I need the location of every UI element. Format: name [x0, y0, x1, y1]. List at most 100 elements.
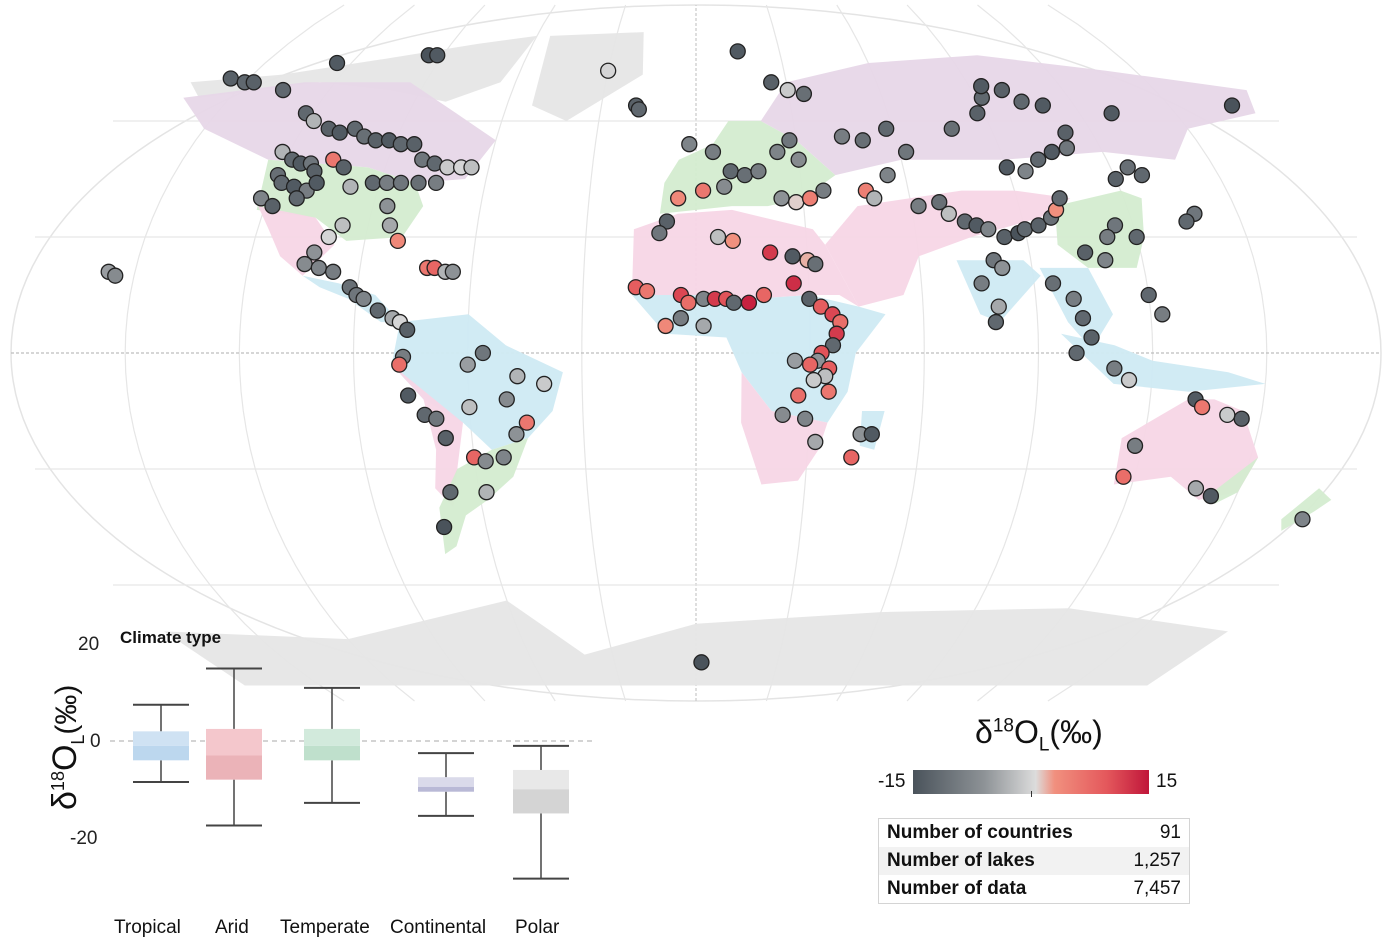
climate-region-arid: [741, 372, 828, 485]
lake-point: [379, 197, 396, 215]
lake-point: [252, 190, 270, 207]
lake-point: [1016, 221, 1033, 238]
ylabel-delta: δ: [46, 791, 84, 810]
climate-region-tropical: [956, 260, 1041, 323]
box-upper-half: [513, 769, 569, 790]
category-label-continental: Continental: [390, 917, 487, 938]
lake-point: [1074, 310, 1092, 327]
lake-point: [1233, 410, 1250, 427]
y-tick-0: 0: [90, 731, 101, 752]
lake-point: [1133, 166, 1151, 184]
lake-point: [993, 81, 1011, 99]
lake-point: [910, 197, 927, 215]
lake-point: [288, 190, 305, 207]
lake-point: [444, 263, 461, 280]
colorbar-title-sup: 18: [992, 715, 1014, 737]
lake-point: [1128, 228, 1145, 246]
lake-point: [1202, 487, 1220, 505]
lake-point: [1030, 217, 1047, 234]
lake-point: [773, 190, 790, 207]
lake-point: [943, 120, 960, 137]
lake-point: [1057, 124, 1074, 141]
box-upper-half: [206, 728, 262, 756]
lake-point: [1140, 286, 1157, 304]
lake-point: [833, 128, 851, 145]
stats-value: 7,457: [1133, 878, 1181, 899]
lake-point: [931, 194, 948, 211]
lake-point: [940, 205, 957, 222]
lake-point: [998, 159, 1015, 176]
box-arid: [206, 667, 262, 827]
boxplot-title: Climate type: [120, 628, 222, 647]
lake-point: [657, 317, 674, 335]
summary-stats-table: Number of countries 91 Number of lakes 1…: [878, 818, 1190, 904]
lake-point: [863, 426, 880, 443]
lake-point: [630, 101, 647, 118]
climate-region-tropical: [1061, 333, 1266, 392]
lake-point: [1097, 252, 1114, 269]
lake-point: [1099, 228, 1116, 246]
svg-text:δ18OL(‰): δ18OL(‰): [46, 685, 88, 810]
ylabel-unit: (‰): [50, 685, 83, 735]
colorbar-title-sub: L: [1038, 734, 1050, 756]
lake-point: [1294, 511, 1311, 528]
lake-point: [335, 159, 352, 176]
lake-point: [725, 294, 742, 311]
lake-point: [693, 654, 710, 671]
lake-point: [518, 414, 536, 431]
lake-point: [334, 217, 351, 234]
lake-point: [107, 267, 124, 284]
lake-point: [878, 120, 895, 137]
box-lower-half: [513, 789, 569, 814]
lake-point: [969, 105, 986, 122]
lake-point: [750, 163, 767, 180]
y-tick-neg20: -20: [70, 828, 98, 849]
lake-point: [369, 302, 386, 319]
lake-point: [435, 518, 453, 536]
lake-point: [854, 132, 871, 149]
lake-point: [391, 356, 408, 373]
lake-point: [781, 132, 798, 149]
lake-point: [670, 190, 687, 207]
lake-point: [866, 190, 883, 207]
colorbar-title-delta: δ: [975, 714, 993, 750]
lake-point: [331, 124, 348, 141]
lake-point: [378, 174, 396, 192]
lake-point: [264, 197, 281, 215]
stats-label: Number of countries: [887, 822, 1073, 843]
climate-region-tropical: [391, 314, 563, 450]
lake-point: [1034, 97, 1051, 114]
climate-region-arid: [631, 209, 859, 307]
lake-point: [498, 391, 515, 408]
box-continental: [418, 752, 474, 817]
box-lower-half: [206, 755, 262, 780]
lake-point: [740, 294, 758, 311]
stats-row-countries: Number of countries 91: [879, 819, 1190, 848]
lake-point: [801, 356, 819, 373]
lake-point: [1058, 139, 1076, 157]
stats-row-lakes: Number of lakes 1,257: [878, 847, 1190, 875]
lake-point: [1068, 344, 1085, 362]
stats-value: 91: [1159, 822, 1181, 843]
lake-point: [536, 375, 553, 393]
lake-point: [222, 70, 239, 87]
lake-point: [820, 383, 837, 400]
lake-point: [1076, 244, 1094, 261]
lake-point: [310, 259, 327, 277]
lake-point: [843, 449, 860, 466]
lake-points: [100, 43, 1311, 671]
stats-label: Number of lakes: [887, 850, 1035, 871]
climate-region-temperate: [1281, 488, 1332, 531]
stats-label: Number of data: [887, 878, 1027, 899]
lake-point: [801, 190, 819, 207]
lake-point: [274, 81, 292, 99]
climate-region-temperate: [1212, 457, 1259, 504]
lake-point: [399, 321, 416, 338]
climate-region-arid: [825, 190, 1071, 307]
box-upper-half: [418, 777, 474, 787]
lake-point: [996, 228, 1013, 246]
lake-point: [694, 182, 712, 199]
lake-point: [785, 275, 802, 292]
box-upper-half: [133, 731, 189, 746]
